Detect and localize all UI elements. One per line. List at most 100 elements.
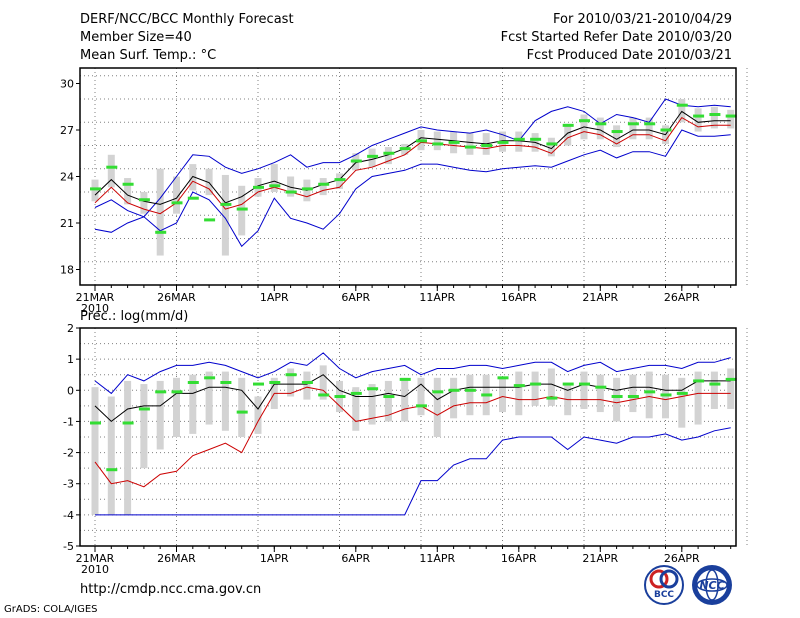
observed-marker — [725, 114, 737, 118]
x-tick-label: 11APR — [419, 552, 455, 565]
x-tick-year: 2010 — [81, 563, 109, 576]
observed-marker — [269, 184, 281, 188]
spread-box — [727, 368, 735, 409]
observed-marker — [546, 396, 558, 400]
observed-marker — [579, 119, 590, 123]
y-tick-label: -2 — [63, 447, 74, 460]
observed-marker — [448, 140, 460, 144]
observed-marker — [579, 382, 590, 386]
spread-box — [564, 123, 572, 146]
observed-marker — [204, 376, 216, 380]
min-line — [95, 427, 731, 516]
spread-box — [156, 168, 164, 256]
observed-marker — [416, 139, 427, 143]
spread-box — [287, 368, 295, 397]
forecast-produced-date: Fcst Produced Date 2010/03/21 — [526, 48, 732, 63]
observed-marker — [220, 202, 232, 206]
spread-box — [91, 387, 99, 515]
source-url[interactable]: http://cmdp.ncc.cma.gov.cn — [80, 582, 262, 597]
spread-box — [433, 377, 441, 437]
spread-box — [515, 371, 523, 416]
observed-marker — [367, 387, 379, 391]
observed-marker — [464, 145, 476, 149]
observed-marker — [644, 390, 656, 394]
x-tick-label: 11APR — [419, 291, 455, 304]
variable-label: Mean Surf. Temp.: °C — [80, 48, 217, 63]
observed-marker — [627, 122, 639, 126]
observed-marker — [138, 198, 150, 202]
x-tick-year: 2010 — [81, 302, 109, 315]
y-tick-label: -5 — [63, 540, 74, 553]
observed-marker — [725, 377, 737, 381]
observed-marker — [383, 151, 395, 155]
precip-panel-title: Prec.: log(mm/d) — [80, 309, 189, 324]
observed-marker — [399, 377, 411, 381]
observed-marker — [644, 122, 656, 126]
y-tick-label: 27 — [60, 124, 74, 137]
x-tick-label: 6APR — [341, 291, 370, 304]
observed-marker — [497, 376, 509, 380]
observed-marker — [269, 381, 281, 384]
observed-marker — [367, 154, 379, 158]
min-line — [94, 129, 731, 248]
spread-box — [336, 173, 343, 189]
max-line — [94, 98, 731, 233]
spread-box — [466, 374, 474, 416]
spread-box — [319, 365, 327, 400]
spread-box — [694, 371, 702, 425]
x-tick-label: 21APR — [582, 552, 618, 565]
observed-marker — [106, 468, 118, 472]
observed-marker — [350, 159, 362, 163]
temperature-panel: 18 21 24 27 30 21MAR 26MAR 1APR 6APR 11APR 16APR 21… — [60, 67, 748, 315]
observed-marker — [122, 182, 134, 186]
observed-marker — [595, 122, 607, 126]
observed-marker — [155, 230, 167, 234]
observed-marker — [416, 404, 427, 408]
spread-box — [368, 148, 376, 168]
observed-marker — [709, 382, 721, 386]
spread-box — [613, 125, 621, 148]
observed-marker — [204, 218, 216, 222]
observed-marker — [627, 395, 639, 399]
observed-marker — [253, 382, 264, 386]
max-line — [94, 352, 731, 395]
y-tick-label: -3 — [63, 478, 74, 491]
x-tick-label: 26APR — [664, 291, 700, 304]
spread-box — [368, 384, 376, 425]
spread-box — [417, 377, 425, 416]
spread-box — [221, 174, 229, 256]
observed-marker — [481, 144, 493, 147]
spread-box — [173, 377, 180, 437]
spread-box — [124, 380, 132, 515]
observed-marker — [106, 165, 118, 169]
spread-box — [221, 371, 229, 431]
spread-box — [205, 168, 213, 196]
x-tick-label: 26MAR — [157, 291, 196, 304]
observed-marker — [236, 207, 248, 211]
spread-box — [596, 117, 604, 140]
spread-box — [319, 178, 327, 196]
observed-marker — [334, 178, 346, 182]
observed-marker — [676, 103, 688, 107]
y-tick-label: 18 — [60, 264, 74, 277]
observed-marker — [693, 379, 705, 383]
y-tick-label: 21 — [60, 217, 74, 230]
observed-marker — [660, 393, 672, 397]
spread-box — [384, 380, 392, 422]
x-tick-label: 21MAR — [76, 552, 115, 565]
spread-box — [450, 377, 458, 419]
spread-box — [254, 396, 262, 434]
observed-marker — [318, 182, 330, 186]
spread-box — [710, 106, 718, 129]
mean-line — [94, 110, 731, 205]
spread-box — [596, 374, 604, 413]
spread-box — [547, 137, 555, 157]
observed-marker — [448, 388, 460, 392]
x-tick-label: 1APR — [260, 552, 289, 565]
median-line — [94, 116, 731, 215]
spread-box — [287, 176, 295, 197]
spread-box — [433, 131, 441, 151]
observed-marker — [530, 137, 542, 141]
observed-marker — [676, 391, 688, 395]
